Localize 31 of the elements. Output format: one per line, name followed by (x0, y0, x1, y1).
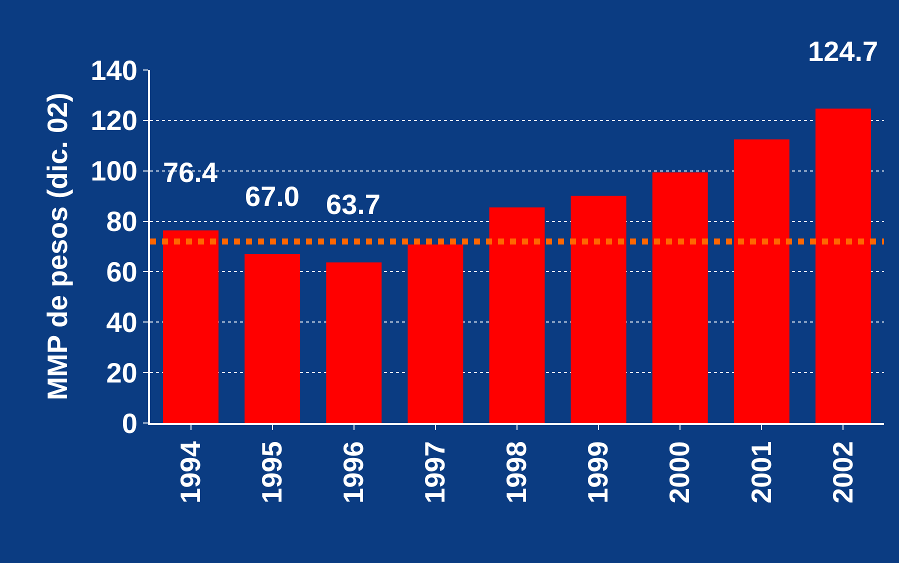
bar (489, 207, 545, 423)
bar (815, 108, 871, 423)
x-tick-label: 1998 (501, 441, 532, 504)
data-label: 76.4 (163, 157, 218, 188)
bar (244, 254, 300, 423)
bar (408, 244, 464, 423)
x-tick-label: 2000 (664, 441, 696, 504)
y-tick-label: 40 (106, 306, 138, 338)
x-tick-label: 1999 (582, 441, 614, 504)
x-tick-label: 2001 (746, 441, 777, 504)
x-tick-label: 2002 (827, 441, 858, 504)
bar (652, 172, 708, 423)
bar (570, 196, 626, 423)
y-axis-title: MMP de pesos (dic. 02) (42, 92, 73, 400)
x-tick-label: 1996 (338, 441, 369, 504)
y-tick-label: 0 (122, 408, 138, 439)
data-label: 124.7 (808, 36, 878, 67)
data-label: 63.7 (326, 189, 380, 220)
data-label: 67.0 (245, 181, 300, 212)
x-tick-label: 1994 (174, 440, 206, 504)
y-tick-label: 140 (90, 54, 138, 86)
y-tick-label: 80 (106, 206, 138, 238)
y-tick-label: 60 (106, 256, 138, 288)
bar (734, 139, 790, 423)
y-tick-label: 100 (90, 156, 138, 187)
y-tick-label: 120 (90, 105, 138, 136)
x-tick-label: 1995 (256, 441, 288, 504)
y-tick-label: 20 (106, 357, 138, 388)
bar (163, 230, 219, 423)
bar (326, 262, 382, 423)
x-tick-label: 1997 (420, 441, 451, 504)
